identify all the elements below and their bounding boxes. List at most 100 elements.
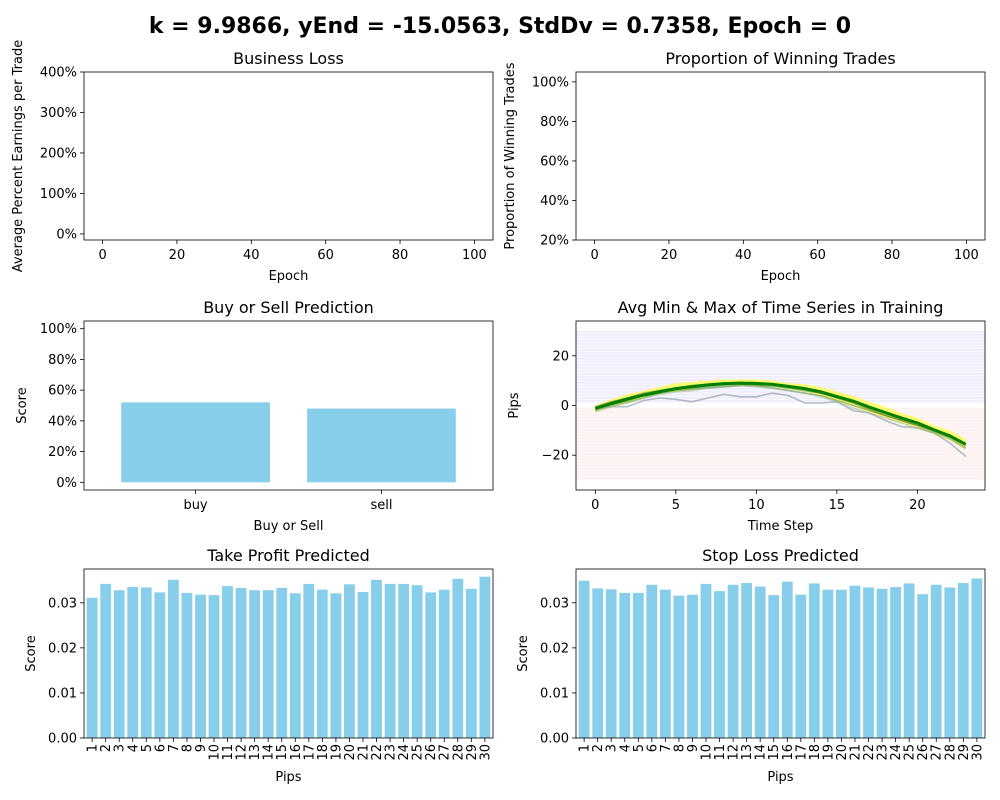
- x-tick-label: 8: [180, 744, 195, 752]
- x-tick-label: 5: [632, 744, 647, 752]
- x-tick-label: 14: [262, 744, 277, 761]
- x-tick-label: buy: [183, 498, 207, 513]
- y-tick-label: 0.02: [48, 641, 77, 656]
- x-tick-label: 10: [208, 744, 223, 761]
- x-tick-label: sell: [370, 498, 392, 513]
- y-tick-label: 40%: [48, 414, 77, 429]
- bar-3: [605, 589, 617, 738]
- x-tick-label: 80: [884, 248, 901, 263]
- stop-loss-panel: Stop Loss Predicted Pips Score 0.00 0.01 0.02…: [516, 546, 986, 785]
- bar-8: [181, 592, 193, 738]
- x-tick-label: 3: [113, 744, 128, 752]
- x-tick-label: 29: [465, 744, 480, 761]
- bar-23: [384, 583, 396, 738]
- bar-14: [754, 586, 766, 738]
- bar-21: [357, 592, 369, 738]
- y-axis-label: Pips: [507, 392, 522, 418]
- x-tick-label: 15: [829, 498, 846, 513]
- y-tick-label: 0.03: [540, 596, 569, 611]
- bar-24: [398, 583, 409, 738]
- x-tick-label: 9: [194, 744, 209, 752]
- bar-4: [619, 592, 631, 738]
- winning-trades-panel: Proportion of Winning Trades Epoch Proport…: [503, 49, 986, 284]
- y-axis-label: Score: [516, 635, 531, 671]
- y-axis-label: Score: [15, 387, 30, 423]
- x-tick-label: 0: [591, 498, 599, 513]
- x-axis-label: Pips: [275, 770, 301, 785]
- x-tick-label: 23: [876, 744, 891, 761]
- x-tick-label: 14: [754, 744, 769, 761]
- axes-frame: [83, 71, 494, 241]
- panel-title: Buy or Sell Prediction: [203, 298, 374, 317]
- x-axis-label: Epoch: [269, 269, 309, 284]
- x-tick-label: 10: [748, 498, 765, 513]
- y-tick-label: 0.01: [48, 686, 77, 701]
- x-tick-label: 8: [672, 744, 687, 752]
- x-tick-label: 23: [384, 744, 399, 761]
- bar-30: [971, 578, 983, 738]
- bar-17: [795, 594, 807, 738]
- y-tick-label: 200%: [40, 146, 77, 161]
- x-tick-label: 7: [659, 744, 674, 752]
- bar-26: [425, 592, 437, 738]
- bar-1: [578, 580, 590, 738]
- bar-buy: [121, 402, 270, 483]
- x-tick-label: 16: [781, 744, 796, 761]
- figure-title: k = 9.9866, yEnd = -15.0563, StdDv = 0.7…: [149, 14, 851, 39]
- x-tick-label: 22: [370, 744, 385, 761]
- x-tick-label: 25: [903, 744, 918, 761]
- bar-21: [849, 585, 861, 738]
- x-tick-label: 20: [661, 248, 678, 263]
- bar-28: [944, 587, 956, 738]
- buy-sell-panel: Buy or Sell Prediction Buy or Sell Score 0%…: [15, 298, 494, 534]
- x-tick-label: 12: [235, 744, 250, 761]
- x-tick-label: 28: [451, 744, 466, 761]
- x-tick-label: 22: [862, 744, 877, 761]
- bar-29: [465, 588, 477, 738]
- y-tick-label: 20%: [540, 234, 569, 249]
- bar-2: [592, 588, 604, 738]
- bar-18: [808, 583, 820, 738]
- x-tick-label: 26: [916, 744, 931, 761]
- x-tick-label: 20: [909, 498, 926, 513]
- x-tick-label: 30: [478, 744, 493, 761]
- x-tick-label: 1: [578, 744, 593, 752]
- bar-24: [890, 587, 901, 738]
- business-loss-panel: Business Loss Epoch Average Percent Earnin…: [11, 40, 494, 284]
- bar-15: [768, 595, 780, 738]
- lower-band: [576, 407, 985, 481]
- x-tick-label: 20: [343, 744, 358, 761]
- x-tick-label: 20: [169, 248, 186, 263]
- y-tick-label: 300%: [40, 106, 77, 121]
- y-tick-label: 0.00: [48, 732, 77, 747]
- y-tick-label: 60%: [540, 154, 569, 169]
- bar-10: [208, 595, 220, 738]
- axes-frame: [575, 568, 986, 739]
- x-tick-label: 0: [98, 248, 106, 263]
- y-tick-label: 40%: [540, 194, 569, 209]
- x-tick-label: 26: [424, 744, 439, 761]
- bar-8: [673, 595, 685, 738]
- x-tick-label: 27: [930, 744, 945, 761]
- bar-7: [660, 589, 671, 738]
- min-max-panel: Avg Min & Max of Time Series in Training…: [507, 298, 986, 534]
- bar-25: [411, 585, 423, 738]
- x-tick-label: 21: [848, 744, 863, 761]
- bar-13: [741, 583, 752, 738]
- y-tick-label: 0.03: [48, 596, 77, 611]
- x-tick-label: 6: [153, 744, 168, 752]
- bar-22: [863, 587, 874, 738]
- x-tick-label: 60: [317, 248, 334, 263]
- x-tick-label: 27: [438, 744, 453, 761]
- bar-27: [438, 589, 450, 738]
- bar-10: [700, 583, 712, 738]
- bar-27: [930, 584, 942, 738]
- x-tick-label: 4: [126, 744, 141, 752]
- x-tick-label: 100: [462, 248, 487, 263]
- x-axis-label: Buy or Sell: [254, 519, 324, 534]
- x-tick-label: 7: [167, 744, 182, 752]
- bar-22: [371, 579, 382, 738]
- x-tick-label: 11: [713, 744, 728, 761]
- bar-4: [127, 587, 139, 738]
- y-tick-label: 20%: [48, 445, 77, 460]
